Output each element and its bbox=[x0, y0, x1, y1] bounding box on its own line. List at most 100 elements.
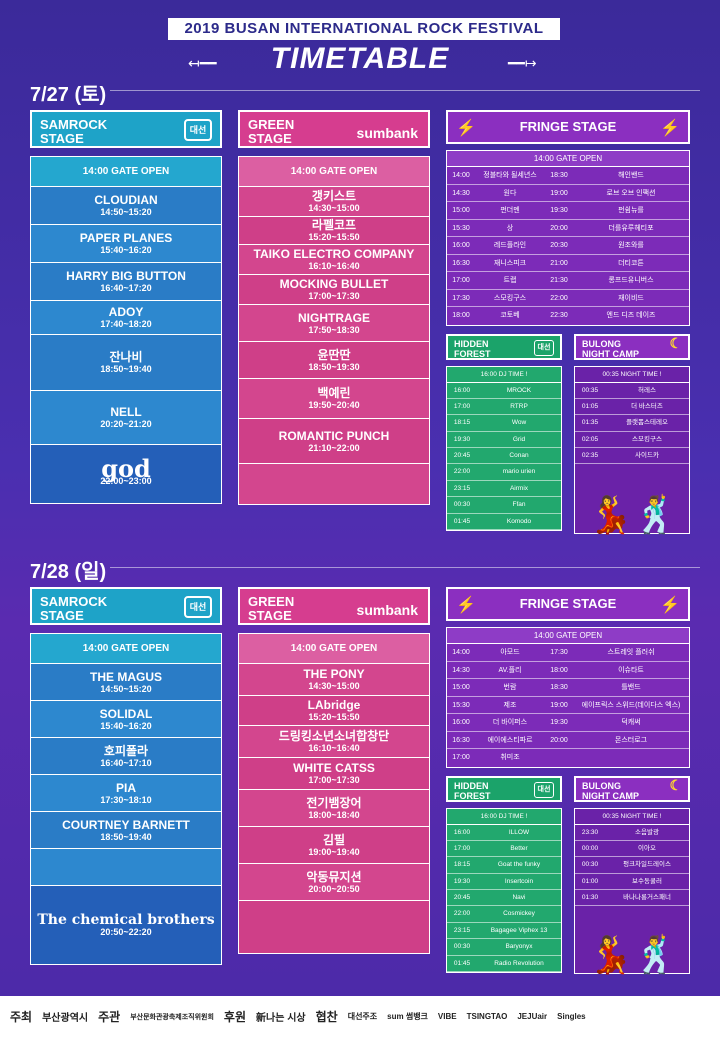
partner-logo-3: TSINGTAO bbox=[466, 1012, 508, 1021]
slot-time: 15:30 bbox=[452, 701, 470, 709]
act-time: 19:50~20:40 bbox=[308, 400, 360, 410]
stage-name: BULONG bbox=[582, 338, 621, 349]
performance-slot bbox=[239, 901, 429, 953]
hidden-forest-header: HIDDEN FOREST 대선 bbox=[446, 775, 562, 802]
stage-name: SAMROCK bbox=[40, 117, 108, 132]
schedule-row: 16:30 에이에스티파르 20:00 몬스터로그 bbox=[447, 732, 689, 749]
slot-time: 00:30 bbox=[453, 943, 471, 951]
hidden-forest-schedule: 16:00 DJ TIME ! 16:00 ILLOW 17:00 Better 18:1… bbox=[446, 807, 562, 974]
act-name: Bagagee Viphex 13 bbox=[490, 926, 548, 934]
partner-logo-1: sum 썸뱅크 bbox=[387, 1012, 428, 1021]
samrock-stage-header: SAMROCK STAGE 대선 bbox=[30, 587, 222, 625]
schedule-row: 14:00 아모드 17:30 스트레잇 플러쉬 bbox=[447, 644, 689, 662]
act-name: 원다 bbox=[503, 189, 517, 197]
bulong-schedule: 00:35 NIGHT TIME ! 00:35 허레스 01:05 더 바스터즈 01:… bbox=[574, 365, 690, 534]
slot-time: 17:30 bbox=[452, 294, 470, 302]
schedule-row: 00:00 이아오 bbox=[575, 841, 689, 858]
schedule-row: 16:00 ILLOW bbox=[447, 825, 561, 841]
schedule-row: 17:00 Better bbox=[447, 841, 561, 858]
act-name: 잔나비 bbox=[109, 350, 143, 364]
slot-time: 18:15 bbox=[453, 861, 471, 869]
schedule-row: 01:00 보수동쿨러 bbox=[575, 874, 689, 891]
gate-open-slot: 14:00 GATE OPEN bbox=[239, 157, 429, 187]
sumbank-logo: sumbank bbox=[356, 602, 418, 618]
act-name: Cosmickey bbox=[503, 910, 535, 918]
act-name: MROCK bbox=[506, 386, 532, 394]
schedule-row: 16:00 레드플라인 20:30 원조와를 bbox=[447, 237, 689, 255]
act-name: Goat the funky bbox=[497, 861, 541, 869]
schedule-row: 00:30 Baryonyx bbox=[447, 939, 561, 956]
act-time: 20:20~21:20 bbox=[100, 419, 152, 429]
lightning-icon: ⚡ bbox=[456, 597, 476, 614]
green-stage: GREEN STAGE sumbank 14:00 GATE OPEN THE PONY… bbox=[238, 587, 430, 954]
act-name: 전기뱀장어 bbox=[306, 795, 362, 810]
act-name: ILLOW bbox=[508, 828, 530, 836]
performance-slot: ADOY 17:40~18:20 bbox=[31, 301, 221, 335]
slot-time: 16:30 bbox=[452, 259, 470, 267]
act-name: 호피폴라 bbox=[103, 743, 149, 758]
slot-time: 00:00 bbox=[581, 844, 599, 852]
performance-slot: 윤딴딴 18:50~19:30 bbox=[239, 342, 429, 379]
act-name: 소음발광 bbox=[635, 828, 659, 836]
slot-time: 17:00 bbox=[453, 844, 471, 852]
schedule-row: 18:15 Wow bbox=[447, 415, 561, 432]
schedule-row: 20:45 Navi bbox=[447, 890, 561, 907]
slot-time: 16:00 bbox=[452, 719, 470, 726]
slot-time: 00:30 bbox=[453, 501, 471, 509]
act-name: 취미조 bbox=[500, 754, 520, 761]
schedule-row: 14:30 원다 19:00 로브 오브 인팩션 bbox=[447, 185, 689, 202]
act-name: 재니스피크 bbox=[493, 259, 527, 267]
performance-slot: 김필 19:00~19:40 bbox=[239, 827, 429, 864]
stage-name: FRINGE STAGE bbox=[519, 596, 617, 611]
act-name: 바나나롱거스패너 bbox=[623, 894, 671, 902]
stage-name: STAGE bbox=[248, 608, 292, 623]
stage-name: STAGE bbox=[248, 131, 292, 146]
slot-time: 17:00 bbox=[452, 754, 470, 761]
act-name: Insertcoin bbox=[504, 877, 534, 885]
act-name: 재이비드 bbox=[618, 294, 644, 302]
stage-name: HIDDEN bbox=[454, 780, 489, 791]
act-name: Komodo bbox=[506, 517, 532, 525]
slot-time bbox=[545, 749, 573, 767]
partner-logo-5: Singles bbox=[557, 1012, 586, 1021]
act-name: 더 바이퍼스 bbox=[492, 719, 528, 726]
slot-time: 19:00 bbox=[550, 701, 568, 709]
act-name: 보수동쿨러 bbox=[632, 877, 662, 885]
samrock-slot-list: 14:00 GATE OPEN THE MAGUS 14:50~15:20 SOLID… bbox=[30, 633, 222, 965]
act-name: 틀밴드 bbox=[621, 684, 641, 691]
act-name: 라펠코프 bbox=[311, 218, 357, 232]
act-name: 플랫폼스테레오 bbox=[626, 419, 668, 427]
slot-time: 15:00 bbox=[452, 207, 470, 214]
slot-time: 02:05 bbox=[581, 435, 599, 443]
slot-time: 16:00 bbox=[453, 828, 471, 836]
act-time: 16:40~17:20 bbox=[100, 283, 152, 293]
arrow-left-icon: ↤━━ bbox=[188, 55, 217, 71]
act-name: 번람 bbox=[503, 684, 517, 691]
organizer-logo: 부산문화관광축제조직위원회 bbox=[130, 1013, 214, 1021]
act-time: 17:50~18:30 bbox=[308, 324, 360, 335]
act-name: 덕캐써 bbox=[621, 719, 641, 726]
schedule-row: 22:00 Cosmickey bbox=[447, 906, 561, 923]
act-name: The chemical brothers bbox=[37, 911, 215, 928]
act-name: LAbridge bbox=[307, 698, 361, 712]
slot-time: 17:00 bbox=[452, 277, 470, 284]
slot-time: 15:30 bbox=[452, 224, 470, 232]
act-name: 롱프드유니버스 bbox=[608, 277, 654, 284]
act-time: 16:10~16:40 bbox=[308, 743, 360, 753]
performance-slot: 드링킹소년소녀합창단 16:10~16:40 bbox=[239, 726, 429, 758]
act-name: THE PONY bbox=[303, 667, 365, 681]
act-name: 펀더멘 bbox=[500, 207, 520, 214]
arrow-right-icon: ━━↦ bbox=[508, 55, 537, 71]
schedule-row: 01:45 Radio Revolution bbox=[447, 956, 561, 973]
moon-icon: ☾ bbox=[669, 334, 682, 351]
act-name: 더를유루헤티포 bbox=[608, 224, 654, 232]
schedule-row: 16:30 재니스피크 21:00 더티코튼 bbox=[447, 255, 689, 272]
slot-time: 17:00 bbox=[453, 402, 471, 410]
performance-slot: 갱키스트 14:30~15:00 bbox=[239, 187, 429, 217]
act-name bbox=[573, 749, 689, 767]
festival-subtitle: 2019 BUSAN INTERNATIONAL ROCK FESTIVAL bbox=[168, 18, 560, 40]
bulong-night-camp-header: BULONG NIGHT CAMP ☾ bbox=[574, 333, 690, 360]
schedule-row: 02:05 스모킹구스 bbox=[575, 432, 689, 449]
act-time: 20:50~22:20 bbox=[100, 926, 152, 937]
act-name: 사이드카 bbox=[635, 452, 659, 460]
